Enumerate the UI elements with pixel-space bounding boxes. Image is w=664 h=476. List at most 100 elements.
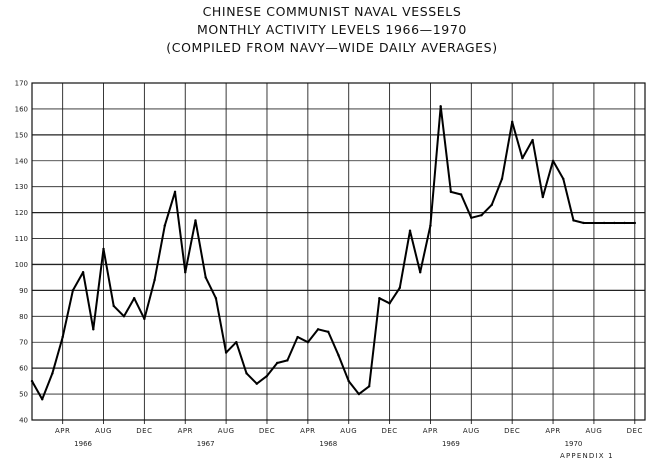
data-point — [327, 330, 330, 334]
data-point — [592, 221, 596, 225]
data-point — [184, 271, 187, 274]
data-point — [429, 224, 432, 227]
appendix-label: APPENDIX 1 — [560, 452, 614, 460]
data-point — [562, 177, 565, 181]
data-point — [500, 177, 504, 181]
data-point — [470, 216, 473, 219]
data-point — [30, 379, 34, 383]
y-tick-label: 90 — [19, 287, 28, 295]
data-point — [510, 120, 514, 124]
y-tick-label: 170 — [15, 80, 28, 88]
data-point — [276, 361, 279, 365]
data-point — [439, 105, 442, 108]
x-tick-label: AUG — [340, 427, 357, 435]
x-tick-label: DEC — [381, 427, 397, 435]
y-tick-label: 80 — [19, 313, 28, 321]
y-tick-label: 100 — [15, 261, 28, 269]
data-point — [602, 221, 606, 225]
x-tick-label: DEC — [136, 427, 152, 435]
y-tick-label: 60 — [19, 365, 28, 373]
data-point — [541, 195, 545, 199]
data-point — [51, 372, 54, 375]
data-point — [173, 190, 177, 194]
y-tick-label: 70 — [19, 339, 28, 347]
series-layer — [30, 105, 636, 401]
y-tick-label: 140 — [15, 157, 28, 165]
data-point — [122, 315, 126, 318]
axes — [31, 82, 646, 424]
data-point — [459, 193, 463, 196]
data-point — [357, 392, 361, 396]
data-point — [224, 351, 228, 354]
title-line-3: (COMPILED FROM NAVY—WIDE DAILY AVERAGES) — [166, 40, 498, 55]
title-line-1: CHINESE COMMUNIST NAVAL VESSELS — [202, 4, 462, 19]
y-tick-label: 130 — [15, 183, 28, 191]
data-point — [613, 221, 616, 225]
x-tick-label: AUG — [95, 427, 112, 435]
data-point — [623, 221, 626, 225]
x-tick-label: DEC — [504, 427, 520, 435]
data-point — [255, 382, 258, 385]
x-tick-label: APR — [178, 427, 193, 435]
data-point — [235, 341, 238, 344]
data-point — [388, 302, 391, 305]
data-point — [245, 372, 248, 375]
data-point — [286, 359, 289, 362]
data-point — [194, 219, 197, 222]
data-point — [531, 138, 534, 142]
data-point — [306, 341, 310, 344]
data-point — [347, 379, 350, 383]
x-tick-label: APR — [55, 427, 70, 435]
x-tick-label: APR — [423, 427, 438, 435]
data-point — [633, 221, 636, 225]
data-point — [61, 335, 64, 339]
data-point — [572, 219, 575, 222]
data-point — [265, 374, 269, 378]
data-point — [551, 159, 555, 162]
title-line-2: MONTHLY ACTIVITY LEVELS 1966—1970 — [197, 22, 467, 37]
data-point — [449, 190, 453, 194]
data-point — [102, 247, 105, 251]
data-point — [296, 335, 299, 339]
year-label: 1966 — [74, 440, 92, 448]
series-line — [31, 105, 636, 401]
data-point — [71, 289, 75, 292]
tick-labels: 40 50 60 70 80 90 100 110 120 130 140 150 160 170 APR A… — [15, 80, 643, 449]
data-point — [163, 224, 167, 227]
data-point — [92, 328, 95, 331]
x-tick-label: APR — [300, 427, 315, 435]
year-label: 1970 — [565, 440, 583, 448]
x-tick-label: APR — [545, 427, 560, 435]
x-tick-label: AUG — [463, 427, 480, 435]
chart-title: CHINESE COMMUNIST NAVAL VESSELS MONTHLY … — [0, 3, 664, 57]
data-point — [419, 271, 422, 274]
data-point — [41, 398, 44, 401]
year-label: 1969 — [442, 440, 460, 448]
x-tick-label: AUG — [585, 427, 602, 435]
grid — [32, 82, 645, 421]
y-tick-label: 160 — [15, 105, 28, 113]
plot-frame — [31, 82, 646, 421]
data-point — [143, 317, 146, 321]
data-point — [408, 229, 412, 232]
y-tick-label: 110 — [15, 235, 28, 243]
data-point — [214, 296, 218, 300]
year-label: 1967 — [197, 440, 215, 448]
data-point — [521, 156, 524, 160]
y-tick-label: 150 — [15, 131, 28, 139]
data-point — [367, 385, 371, 388]
data-point — [316, 328, 320, 331]
x-tick-label: DEC — [627, 427, 643, 435]
y-tick-label: 120 — [15, 209, 28, 217]
data-point — [337, 353, 340, 357]
x-tick-label: DEC — [259, 427, 275, 435]
y-tick-label: 50 — [19, 391, 28, 399]
data-point — [132, 296, 136, 300]
y-tick-label: 40 — [19, 417, 28, 425]
data-point — [582, 221, 585, 225]
data-point — [153, 278, 156, 282]
data-point — [398, 286, 401, 289]
data-point — [112, 304, 115, 308]
data-point — [480, 214, 483, 217]
